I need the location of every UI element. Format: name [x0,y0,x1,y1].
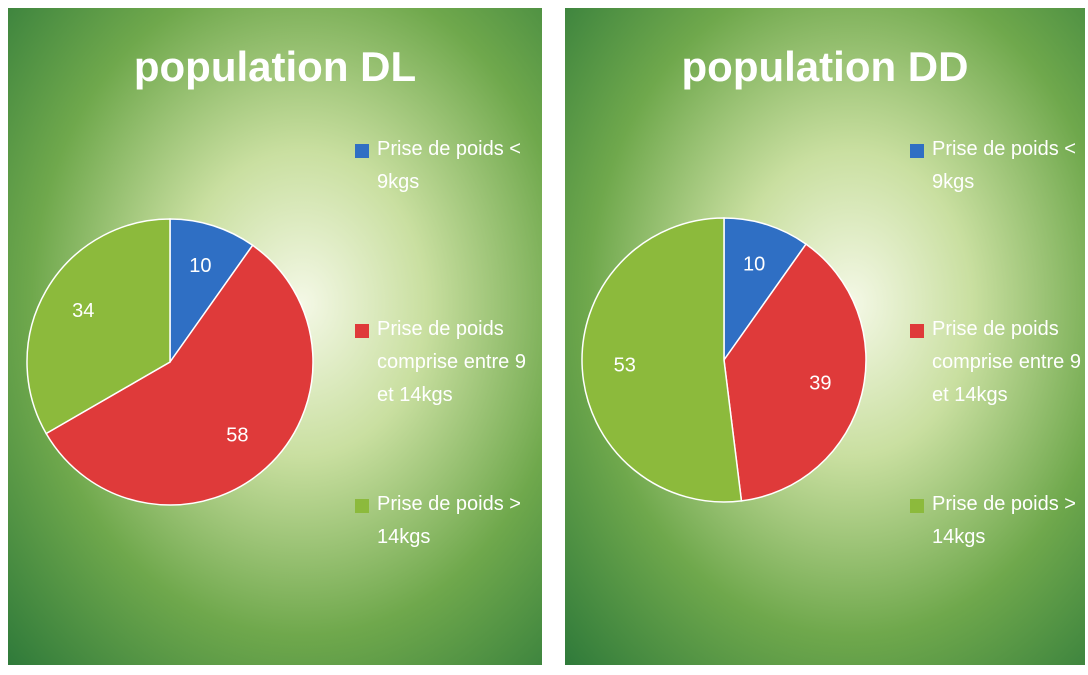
chart-panel: population DD 10 39 53 Prise de poids < 9kgs… [565,8,1085,665]
chart-title: population DL [134,43,416,90]
data-label: 34 [72,300,94,322]
legend-item: Prise de poids > 14kgs [355,488,542,554]
data-label: 53 [614,354,636,376]
pie-slice [26,218,171,435]
pie-slice [169,218,254,365]
data-label: 58 [226,424,248,446]
legend-swatch [355,144,369,158]
pie-slice [723,243,867,502]
pie-slice [723,217,808,363]
legend-item: Prise de poids < 9kgs [910,133,1085,199]
data-label: 10 [189,255,211,277]
legend-swatch [355,499,369,513]
legend-item: Prise de poids comprise entre 9 et 14kgs [355,313,542,412]
legend-item: Prise de poids < 9kgs [355,133,542,199]
pie-slice [45,244,314,506]
chart: population DL 10 58 34 [26,43,416,506]
legend-label: Prise de poids < 9kgs [932,138,1076,193]
legend-swatch [910,499,924,513]
legend-swatch [910,324,924,338]
legend-label: Prise de poids < 9kgs [377,138,521,193]
legend-item: Prise de poids > 14kgs [910,488,1085,554]
legend-label: Prise de poids comprise entre 9 et 14kgs [932,318,1081,406]
legend-label: Prise de poids > 14kgs [377,493,521,548]
legend-label: Prise de poids comprise entre 9 et 14kgs [377,318,526,406]
data-label: 10 [743,254,765,276]
pie-slice [581,217,743,503]
chart-title: population DD [682,43,969,90]
legend-item: Prise de poids comprise entre 9 et 14kgs [910,313,1085,412]
legend-swatch [910,144,924,158]
chart-panel: population DL 10 58 34 Prise de poids < 9kgs… [8,8,542,665]
legend-swatch [355,324,369,338]
chart: population DD 10 39 53 [581,43,969,503]
legend-label: Prise de poids > 14kgs [932,493,1076,548]
data-label: 39 [809,373,831,395]
